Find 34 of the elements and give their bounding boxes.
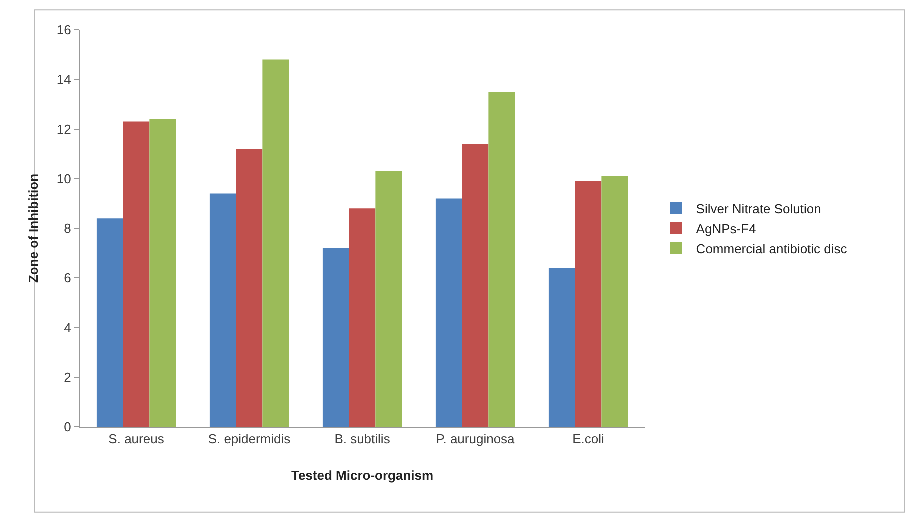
x-tick-label: S. aureus (108, 432, 165, 447)
bar (376, 171, 402, 427)
x-tick-label: E.coli (572, 432, 604, 447)
x-axis-title: Tested Micro-organism (291, 468, 434, 484)
bar (96, 218, 124, 427)
y-tick-label: 8 (64, 221, 72, 236)
y-tick-label: 6 (64, 270, 72, 286)
bar (236, 149, 263, 427)
x-tick-label: S. epidermidis (208, 432, 292, 447)
bar (349, 208, 376, 427)
y-axis-title: Zone of Inhibition (26, 174, 41, 284)
y-tick-label: 12 (56, 122, 72, 137)
legend-label: Commercial antibiotic disc (696, 241, 848, 256)
bar (150, 119, 176, 427)
y-tick-label: 14 (56, 72, 72, 88)
x-tick-label: B. subtilis (334, 432, 391, 447)
y-tick-label: 2 (64, 370, 72, 385)
y-tick-label: 0 (64, 420, 72, 435)
bar (210, 194, 236, 427)
y-tick-label: 10 (56, 171, 72, 186)
y-tick-label: 16 (56, 22, 72, 38)
bar (462, 144, 489, 427)
bar (548, 268, 576, 427)
legend-label: AgNPs-F4 (696, 221, 756, 236)
bar (322, 248, 350, 427)
bar (123, 122, 150, 427)
legend-label: Silver Nitrate Solution (696, 202, 822, 217)
x-tick-label: P. auruginosa (436, 432, 516, 447)
bar (602, 176, 628, 427)
bar (575, 181, 602, 427)
bar (488, 92, 516, 427)
bar (436, 198, 462, 427)
bar (262, 60, 290, 427)
y-tick-label: 4 (64, 320, 72, 336)
